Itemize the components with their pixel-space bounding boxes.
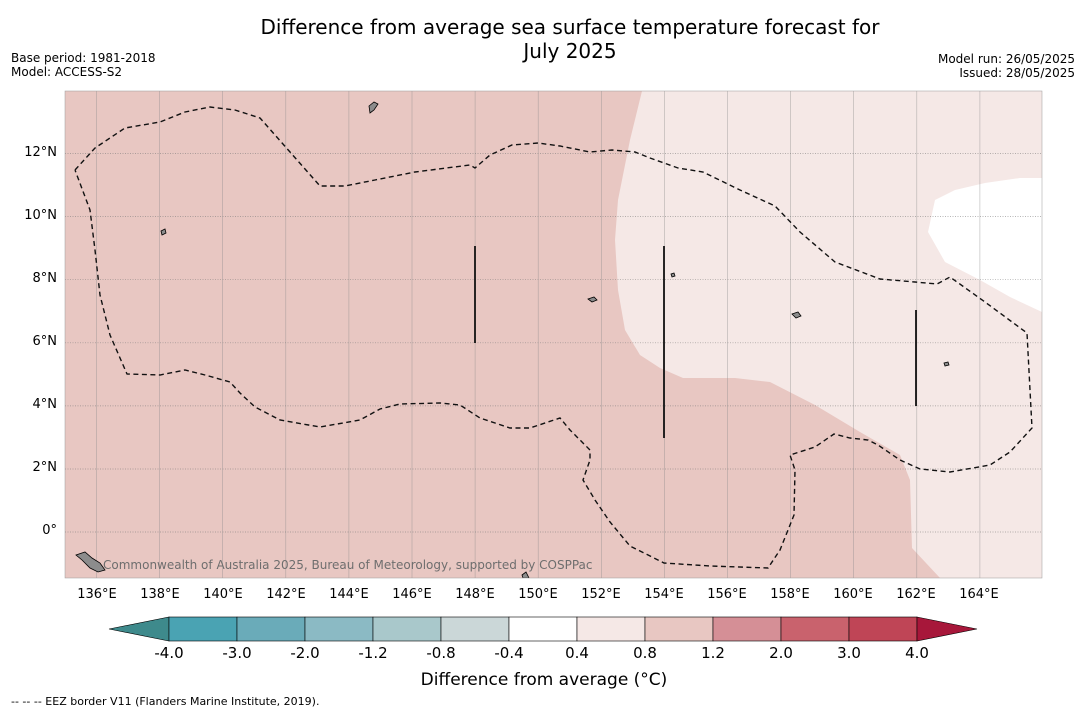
colorbar-tick-label: -4.0 [154,644,184,662]
lat-label: 8°N [32,271,58,286]
lon-label: 156°E [707,587,747,602]
lat-label: 0° [42,523,57,538]
colorbar-bin [576,616,646,642]
colorbar-tick-label: 2.0 [769,644,793,662]
colorbar-tick-label: -0.8 [426,644,456,662]
colorbar-bin [848,616,918,642]
colorbar-tick-label: -2.0 [290,644,320,662]
lon-label: 138°E [140,587,180,602]
colorbar-tick-label: 1.2 [701,644,725,662]
colorbar-bin [508,616,578,642]
colorbar-bin [780,616,850,642]
colorbar-under-arrow [108,616,170,642]
lon-label: 136°E [77,587,117,602]
lon-label: 154°E [644,587,684,602]
lon-label: 148°E [455,587,495,602]
lat-label: 12°N [24,145,57,160]
lon-label: 146°E [392,587,432,602]
model-run: Model run: 26/05/2025 [937,52,1075,66]
lat-label: 6°N [32,334,58,349]
colorbar-bin [712,616,782,642]
marker-lines [474,246,917,438]
title-line-2: July 2025 [523,39,617,63]
colorbar-bin [168,616,238,642]
lon-label: 164°E [959,587,999,602]
lat-label: 4°N [32,397,58,412]
colorbar-tick-label: 0.4 [565,644,589,662]
colorbar-title: Difference from average (°C) [420,670,668,690]
colorbar-bin [372,616,442,642]
colorbar-tick-label: -3.0 [222,644,252,662]
lon-label: 162°E [896,587,936,602]
colorbar-tick-label: -0.4 [494,644,524,662]
lon-label: 140°E [203,587,243,602]
lon-label: 152°E [581,587,621,602]
lon-label: 160°E [833,587,873,602]
colorbar-tick-label: 3.0 [837,644,861,662]
eez-borders [74,106,1033,569]
colorbar-bin [644,616,714,642]
eez-legend-note: -- -- -- EEZ border V11 (Flanders Marine… [11,695,320,708]
islands [75,101,950,578]
colorbar-bin [236,616,306,642]
lat-label: 2°N [32,460,58,475]
colorbar-over-arrow [916,616,978,642]
issued-date: Issued: 28/05/2025 [959,66,1075,80]
lon-label: 158°E [770,587,810,602]
anomaly-zone-neutral [928,178,1042,312]
metadata-right: Model run: 26/05/2025 Issued: 28/05/2025 [938,52,1075,80]
colorbar-bin [304,616,374,642]
latitude-gridlines [65,153,1042,533]
colorbar-tick-label: -1.2 [358,644,388,662]
lon-label: 150°E [518,587,558,602]
map-title: Difference from average sea surface temp… [170,15,970,63]
map-frame [64,90,1043,579]
base-period: Base period: 1981-2018 [11,51,156,65]
metadata-left: Base period: 1981-2018 Model: ACCESS-S2 [11,51,156,79]
colorbar [108,616,978,642]
lat-label: 10°N [24,208,57,223]
colorbar-tick-label: 0.8 [633,644,657,662]
gridlines [96,91,981,578]
model-name: Model: ACCESS-S2 [11,65,123,79]
title-line-1: Difference from average sea surface temp… [260,15,880,39]
credit-text: Commonwealth of Australia 2025, Bureau o… [103,558,593,572]
colorbar-tick-label: 4.0 [905,644,929,662]
lon-label: 142°E [266,587,306,602]
lon-label: 144°E [329,587,369,602]
colorbar-bin [440,616,510,642]
